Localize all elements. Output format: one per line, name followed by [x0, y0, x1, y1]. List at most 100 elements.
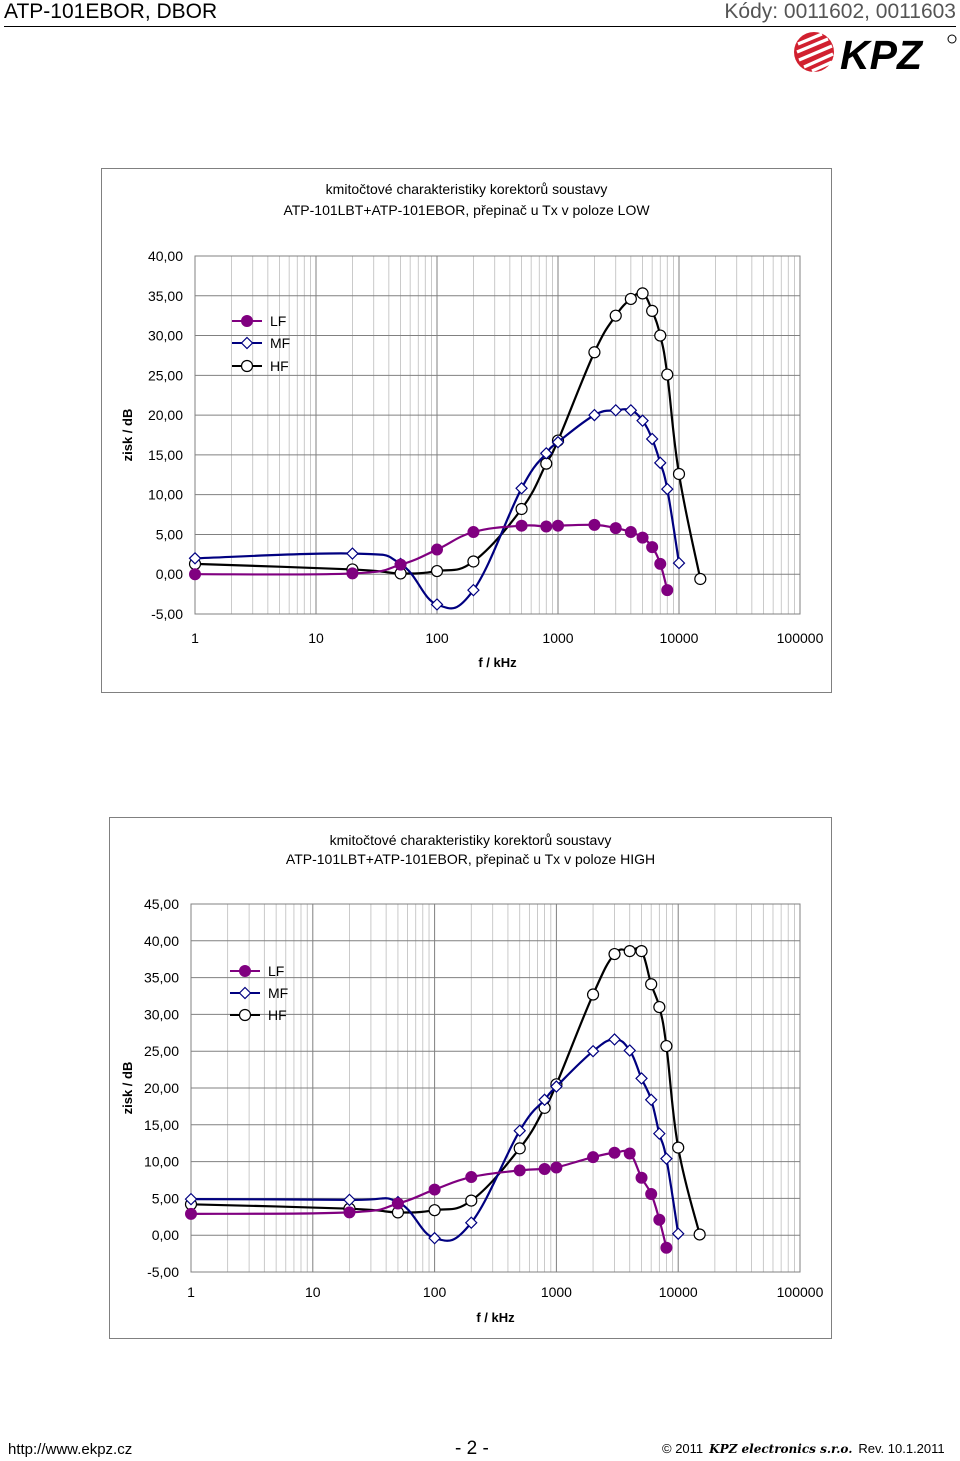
data-point-lf [654, 557, 667, 570]
chart-low: kmitočtové charakteristiky korektorů sou… [101, 168, 832, 693]
y-tick-label: 35,00 [148, 288, 183, 304]
data-point-mf [513, 1124, 527, 1138]
data-point-hf [465, 1194, 478, 1207]
y-tick-label: 30,00 [148, 328, 183, 344]
x-axis-label: f / kHz [478, 655, 517, 670]
data-point-mf [586, 1044, 600, 1058]
data-point-lf [550, 1161, 563, 1174]
data-point-hf [661, 368, 674, 381]
data-point-lf [645, 1187, 658, 1200]
x-tick-label: 1 [191, 630, 199, 646]
y-tick-label: 25,00 [144, 1043, 179, 1059]
grid [194, 255, 801, 615]
chart-title-line: kmitočtové charakteristiky korektorů sou… [330, 832, 612, 848]
data-point-mf [430, 598, 444, 611]
legend-marker-mf [240, 336, 254, 350]
y-tick-label: -5,00 [151, 606, 183, 622]
data-point-mf [624, 403, 638, 417]
data-point-hf [430, 564, 444, 578]
y-tick-label: -5,00 [147, 1264, 179, 1280]
data-point-lf [635, 1171, 648, 1184]
legend-label-hf: HF [268, 1007, 287, 1023]
data-point-lf [431, 543, 443, 556]
data-point-hf [694, 572, 707, 586]
data-point-lf [653, 1213, 666, 1226]
data-point-mf [551, 435, 565, 449]
legend-marker-mf [238, 986, 252, 1000]
data-point-mf [672, 556, 686, 570]
data-point-mf [188, 551, 202, 565]
data-point-mf [636, 414, 649, 428]
x-tick-label: 1000 [542, 630, 573, 646]
y-tick-label: 40,00 [148, 248, 183, 264]
document-title: ATP-101EBOR, DBOR [4, 0, 218, 23]
data-point-mf [464, 1216, 478, 1230]
y-tick-label: 0,00 [156, 566, 183, 582]
data-point-mf [660, 1152, 673, 1166]
data-point-mf [652, 1127, 666, 1140]
data-point-hf [609, 309, 622, 322]
chart-title-line: ATP-101LBT+ATP-101EBOR, přepinač u Tx v … [286, 851, 655, 867]
legend: LF MF HF [232, 313, 290, 374]
data-point-hf [623, 945, 636, 958]
data-point-lf [660, 1241, 673, 1254]
footer-url[interactable]: http://www.ekpz.cz [8, 1441, 133, 1458]
legend-label-lf: LF [270, 313, 286, 329]
data-point-hf [654, 329, 667, 342]
data-point-lf [588, 518, 601, 531]
y-axis-label: zisk / dB [120, 1062, 135, 1115]
data-point-hf [635, 945, 648, 958]
data-point-lf [185, 1207, 197, 1220]
chart-title-line: ATP-101LBT+ATP-101EBOR, přepinač u Tx v … [283, 202, 650, 218]
chart-high: kmitočtové charakteristiky korektorů sou… [109, 817, 832, 1339]
y-tick-label: 25,00 [148, 367, 183, 383]
data-point-mf [588, 408, 601, 422]
data-point-lf [538, 1162, 551, 1175]
data-point-lf [391, 1197, 404, 1210]
data-point-lf [515, 519, 528, 532]
data-point-mf [346, 547, 359, 560]
data-point-hf [624, 292, 637, 306]
data-point-mf [645, 432, 659, 446]
header-rule [4, 26, 956, 27]
logo-text: KPZ [840, 32, 924, 76]
x-tick-label: 100 [423, 1284, 447, 1300]
data-point-hf [645, 978, 658, 991]
data-point-hf [672, 467, 686, 481]
data-point-mf [428, 1231, 441, 1245]
legend-marker-hf [240, 359, 254, 373]
data-point-lf [623, 1147, 636, 1160]
y-tick-label: 10,00 [144, 1154, 179, 1170]
data-point-lf [465, 1171, 478, 1184]
y-tick-label: 15,00 [148, 447, 183, 463]
data-point-mf [515, 481, 528, 495]
data-point-hf [608, 947, 621, 961]
data-point-lf [624, 526, 637, 539]
y-tick-label: 35,00 [144, 970, 179, 986]
data-point-mf [609, 403, 623, 417]
legend-label-mf: MF [268, 985, 288, 1001]
series-hf-line [190, 946, 701, 1235]
data-point-lf [608, 1146, 621, 1159]
x-tick-label: 1000 [541, 1284, 572, 1300]
data-point-lf [661, 584, 674, 597]
data-point-lf [394, 558, 407, 571]
x-tick-label: 10000 [660, 630, 699, 646]
data-point-mf [623, 1044, 637, 1057]
data-point-mf [539, 446, 553, 460]
data-point-mf [343, 1193, 356, 1207]
data-point-hf [588, 346, 601, 359]
x-tick-label: 10000 [659, 1284, 698, 1300]
data-point-mf [184, 1192, 198, 1206]
legend-marker-lf [241, 315, 253, 327]
product-codes: Kódy: 0011602, 0011603 [724, 0, 956, 23]
data-point-mf [653, 456, 667, 470]
revision-text: Rev. 10.1.2011 [858, 1441, 945, 1456]
data-point-hf [636, 287, 649, 300]
x-axis-label: f / kHz [476, 1310, 515, 1325]
data-point-mf [467, 583, 480, 597]
data-point-lf [467, 526, 480, 539]
data-point-lf [609, 522, 622, 535]
y-tick-label: 40,00 [144, 933, 179, 949]
chart-high-svg: kmitočtové charakteristiky korektorů sou… [120, 832, 824, 1325]
